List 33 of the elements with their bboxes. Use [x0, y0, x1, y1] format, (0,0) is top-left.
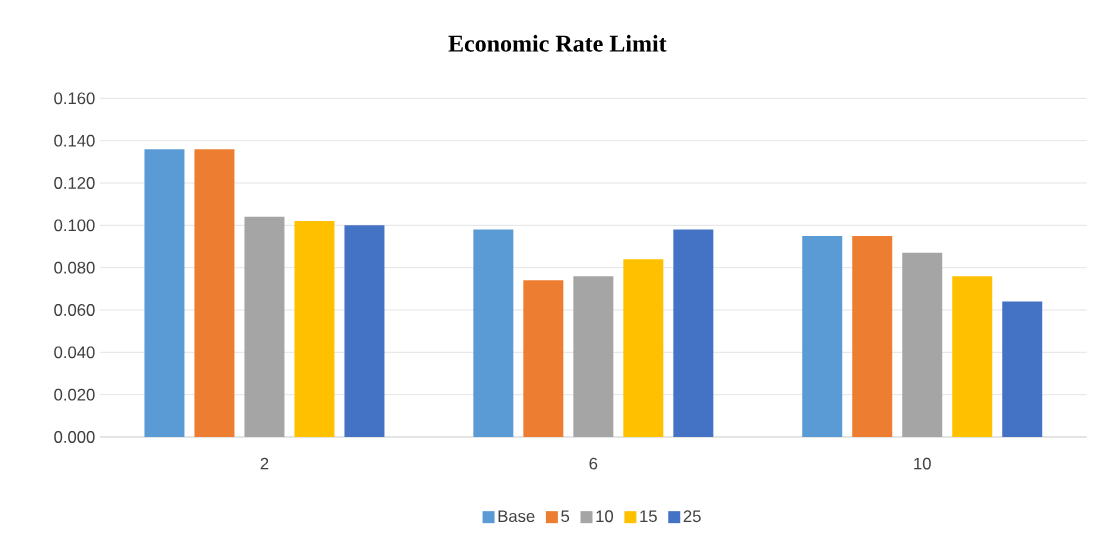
bar — [852, 235, 893, 437]
y-tick-label: 0.120 — [54, 177, 95, 189]
chart-title: Economic Rate Limit — [448, 34, 667, 52]
y-tick-label: 0.100 — [54, 219, 95, 232]
x-tick-label: 2 — [260, 457, 269, 470]
y-tick-label: 0.000 — [54, 431, 95, 443]
bar — [244, 216, 285, 437]
y-tick-label: 0.020 — [54, 388, 95, 401]
bar — [194, 149, 235, 437]
y-tick-label: 0.040 — [54, 346, 95, 359]
bar — [523, 280, 564, 437]
y-tick-label: 0.060 — [54, 304, 95, 316]
bar — [144, 149, 185, 437]
x-tick-label: 6 — [589, 457, 598, 470]
bar — [1002, 301, 1043, 437]
y-tick-label: 0.140 — [54, 134, 95, 147]
x-tick-label: 10 — [914, 457, 931, 470]
y-tick-label: 0.160 — [54, 92, 95, 105]
legend-label: Base — [498, 510, 535, 523]
legend-label: 15 — [640, 510, 657, 523]
bar — [623, 259, 664, 437]
bar — [902, 252, 943, 437]
bar — [673, 229, 714, 437]
bar — [473, 229, 514, 437]
bar — [294, 221, 335, 437]
legend-label: 10 — [596, 510, 614, 523]
bar — [344, 225, 385, 437]
legend-label: 25 — [683, 510, 701, 523]
y-tick-label: 0.080 — [54, 261, 95, 274]
bar — [952, 276, 993, 437]
bar — [802, 235, 843, 437]
legend-label: 5 — [561, 510, 570, 523]
bar — [573, 276, 614, 437]
